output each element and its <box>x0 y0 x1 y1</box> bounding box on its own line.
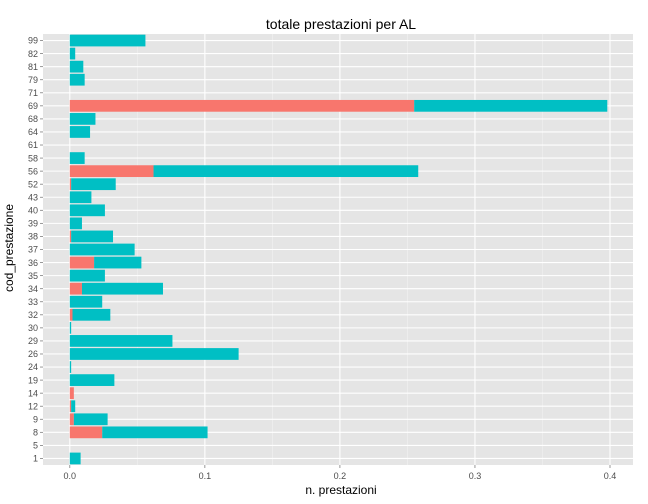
bar-32-series-2 <box>72 308 111 321</box>
bar-82-series-2 <box>69 47 76 60</box>
bar-12-series-2 <box>71 400 76 413</box>
y-tick-label: 43 <box>28 192 38 202</box>
bar-30-series-2 <box>69 321 72 334</box>
bar-43-series-2 <box>69 191 92 204</box>
bar-36-series-1 <box>69 256 95 269</box>
bar-9-series-2 <box>73 413 108 426</box>
bar-58-series-2 <box>69 152 85 164</box>
y-tick-label: 40 <box>28 206 38 216</box>
y-tick-label: 82 <box>28 49 38 59</box>
y-tick-label: 56 <box>28 166 38 176</box>
y-tick-label: 69 <box>28 101 38 111</box>
bar-81-series-2 <box>69 60 84 73</box>
y-tick-label: 26 <box>28 349 38 359</box>
bar-29-series-2 <box>69 335 173 347</box>
y-tick-label: 32 <box>28 310 38 320</box>
bar-99-series-2 <box>69 34 146 47</box>
y-tick-label: 99 <box>28 36 38 46</box>
y-tick-label: 61 <box>28 140 38 150</box>
bar-14-series-1 <box>69 387 74 400</box>
bar-56-series-2 <box>153 165 419 178</box>
bar-32-series-1 <box>69 308 73 321</box>
y-tick-label: 36 <box>28 258 38 268</box>
y-tick-label: 52 <box>28 179 38 189</box>
bar-34-series-2 <box>81 282 163 295</box>
bar-8-series-1 <box>69 426 103 439</box>
y-tick-label: 64 <box>28 127 38 137</box>
x-tick-label: 0.4 <box>604 471 617 481</box>
y-tick-label: 58 <box>28 153 38 163</box>
y-tick-label: 39 <box>28 219 38 229</box>
x-axis-ticks: 0.0 0.1 0.2 0.3 0.4 <box>64 465 617 481</box>
x-tick-label: 0.0 <box>64 471 77 481</box>
bar-12-series-1 <box>69 400 72 413</box>
y-tick-label: 30 <box>28 323 38 333</box>
y-tick-label: 29 <box>28 336 38 346</box>
y-tick-label: 1 <box>33 454 38 464</box>
bar-56-series-1 <box>69 165 154 178</box>
y-tick-label: 24 <box>28 362 38 372</box>
x-tick-label: 0.3 <box>469 471 482 481</box>
bars <box>69 34 608 465</box>
bar-1-series-2 <box>69 452 81 465</box>
bar-8-series-2 <box>102 426 208 439</box>
bar-38-series-2 <box>71 230 114 243</box>
bar-37-series-2 <box>69 243 135 256</box>
y-tick-label: 79 <box>28 75 38 85</box>
bar-19-series-2 <box>69 374 115 386</box>
x-axis-label: n. prestazioni <box>305 483 376 497</box>
y-tick-label: 9 <box>33 414 38 424</box>
x-tick-label: 0.1 <box>199 471 212 481</box>
bar-69-series-1 <box>69 99 415 112</box>
y-tick-label: 8 <box>33 428 38 438</box>
y-tick-label: 38 <box>28 232 38 242</box>
bar-79-series-2 <box>69 73 85 86</box>
bar-52-series-1 <box>69 178 72 191</box>
y-axis-ticks: 1589121419242629303233343536373839404352… <box>28 36 43 464</box>
bar-68-series-2 <box>69 113 96 125</box>
y-tick-label: 81 <box>28 62 38 72</box>
bar-9-series-1 <box>69 413 74 426</box>
bar-36-series-2 <box>94 256 142 269</box>
y-tick-label: 35 <box>28 271 38 281</box>
bar-38-series-1 <box>69 230 72 243</box>
bar-24-series-2 <box>69 361 72 373</box>
bar-26-series-2 <box>69 348 239 360</box>
y-tick-label: 19 <box>28 375 38 385</box>
bar-69-series-2 <box>414 99 608 112</box>
bar-39-series-2 <box>69 217 82 230</box>
y-tick-label: 5 <box>33 441 38 451</box>
y-tick-label: 12 <box>28 401 38 411</box>
y-tick-label: 14 <box>28 388 38 398</box>
y-tick-label: 34 <box>28 284 38 294</box>
bar-35-series-2 <box>69 269 105 282</box>
bar-33-series-2 <box>69 295 103 308</box>
bar-40-series-2 <box>69 204 105 217</box>
y-tick-label: 71 <box>28 88 38 98</box>
y-tick-label: 33 <box>28 297 38 307</box>
y-axis-label: cod_prestazione <box>2 204 16 292</box>
x-tick-label: 0.2 <box>334 471 347 481</box>
y-tick-label: 37 <box>28 245 38 255</box>
bar-52-series-2 <box>71 178 116 191</box>
y-tick-label: 68 <box>28 114 38 124</box>
bar-64-series-2 <box>69 126 91 138</box>
chart-title: totale prestazioni per AL <box>266 16 416 32</box>
bar-34-series-1 <box>69 282 82 295</box>
